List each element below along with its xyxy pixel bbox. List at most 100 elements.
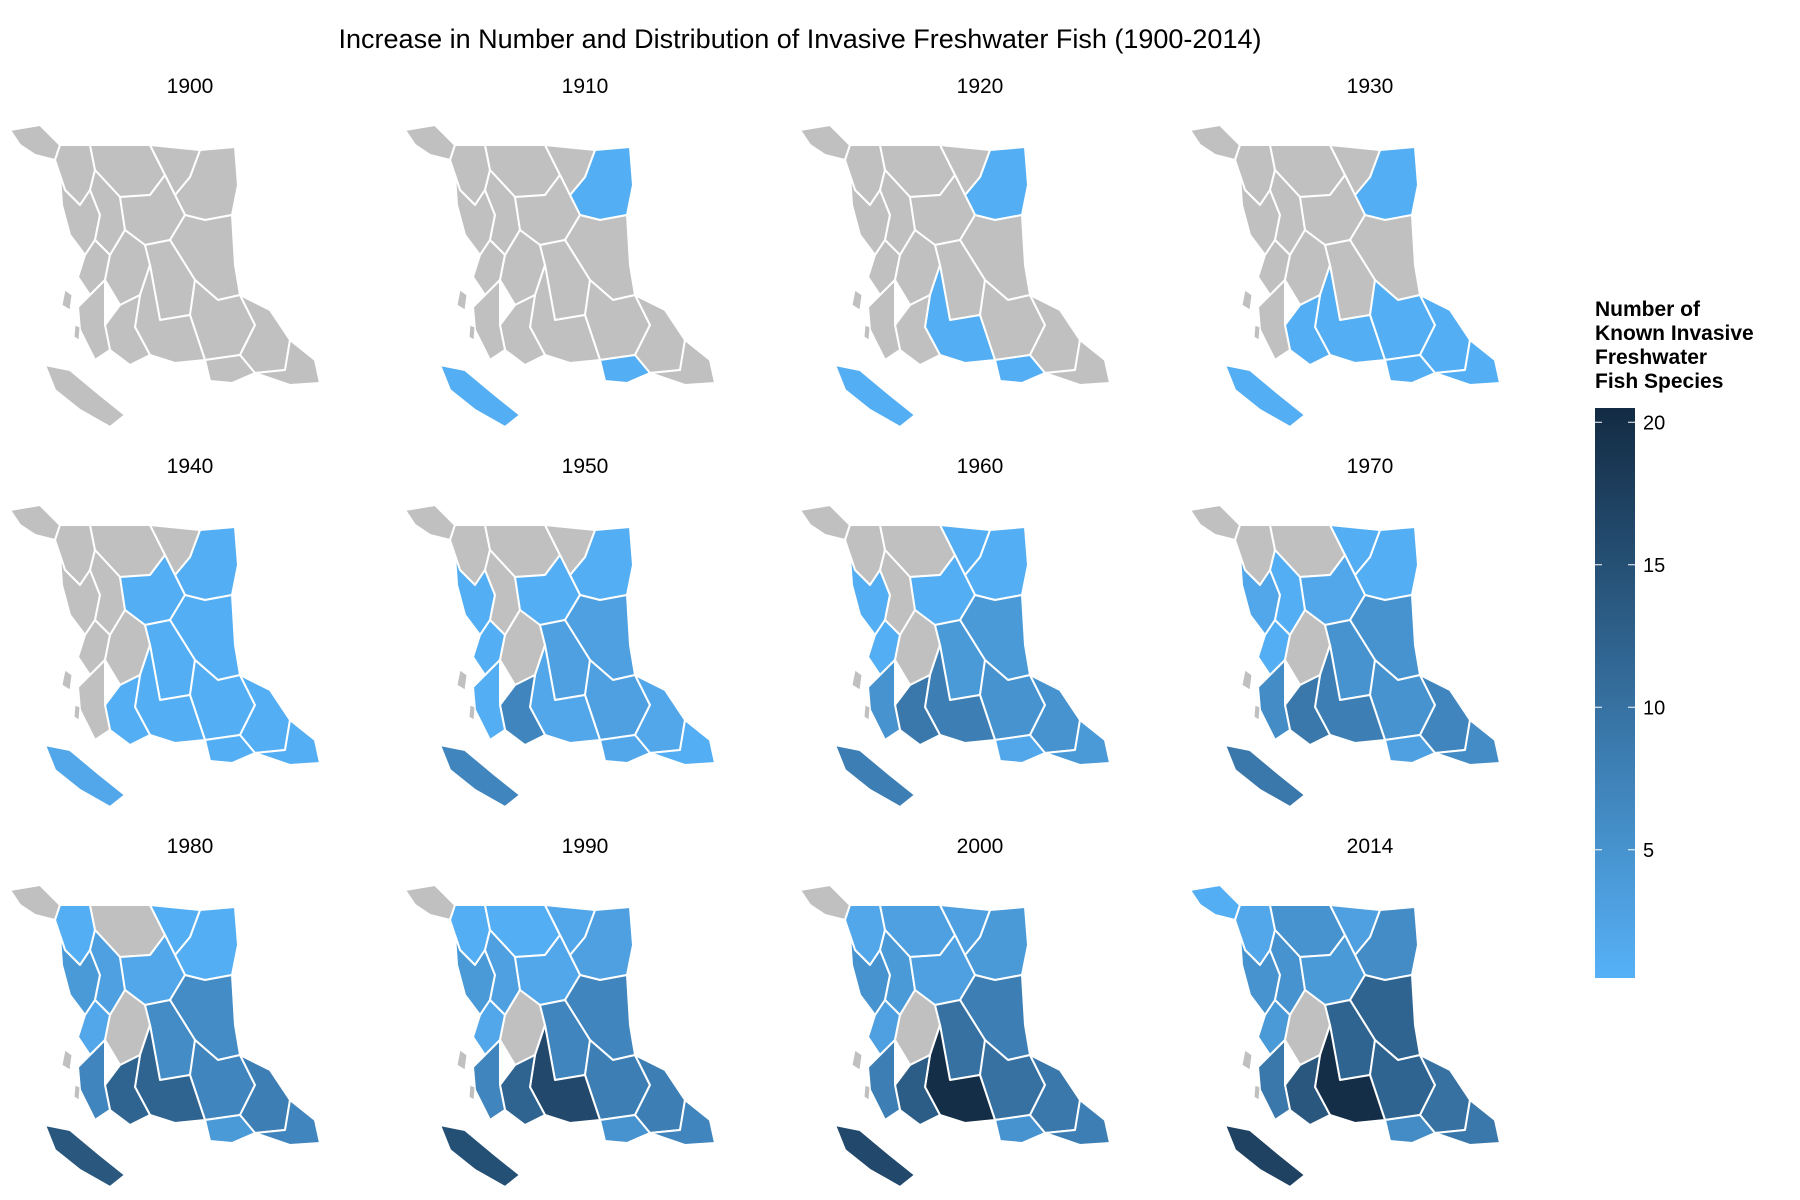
- province-map: [404, 884, 716, 1188]
- region-r18: [44, 744, 126, 808]
- province-map: [799, 884, 1111, 1188]
- region-r20: [649, 339, 716, 386]
- region-r19: [599, 1114, 651, 1144]
- region-r17: [472, 659, 506, 741]
- map-panel-1920: 1920: [790, 75, 1170, 435]
- map-panel-2014: 2014: [1180, 835, 1560, 1195]
- province-map: [9, 504, 321, 808]
- region-r18: [44, 364, 126, 428]
- province-map: [404, 504, 716, 808]
- isl-1: [61, 1049, 73, 1071]
- region-r19: [204, 734, 256, 764]
- map-panel-1960: 1960: [790, 455, 1170, 815]
- province-map: [799, 124, 1111, 428]
- panel-year-label: 2000: [956, 835, 1004, 858]
- isl-2: [863, 1084, 871, 1101]
- isl-1: [1241, 669, 1253, 691]
- region-r18: [439, 744, 521, 808]
- panel-year-label: 1990: [561, 835, 609, 858]
- isl-1: [851, 1049, 863, 1071]
- province-map: [799, 504, 1111, 808]
- panel-year-label: 1950: [561, 455, 609, 478]
- region-r18: [439, 1124, 521, 1188]
- isl-2: [468, 324, 476, 341]
- region-r18: [834, 744, 916, 808]
- legend-tick-label: 5: [1643, 840, 1654, 862]
- map-panel-1970: 1970: [1180, 455, 1560, 815]
- map-panel-2000: 2000: [790, 835, 1170, 1195]
- province-map: [9, 124, 321, 428]
- region-r20: [1434, 339, 1501, 386]
- map-panel-1950: 1950: [395, 455, 775, 815]
- region-r7: [544, 144, 596, 196]
- region-r1: [9, 504, 61, 541]
- region-r20: [1434, 1099, 1501, 1146]
- map-panel-1900: 1900: [0, 75, 380, 435]
- legend-title-line: Fish Species: [1595, 370, 1724, 393]
- region-r7: [149, 524, 201, 576]
- region-r17: [1257, 659, 1291, 741]
- map-panel-1940: 1940: [0, 455, 380, 815]
- isl-1: [61, 289, 73, 311]
- isl-1: [456, 669, 468, 691]
- region-r7: [544, 904, 596, 956]
- region-r1: [404, 504, 456, 541]
- panel-year-label: 1920: [956, 75, 1004, 98]
- region-r7: [1329, 144, 1381, 196]
- region-r17: [867, 1039, 901, 1121]
- legend-title-line: Number of: [1595, 298, 1700, 321]
- panel-year-label: 1900: [166, 75, 214, 98]
- isl-1: [1241, 289, 1253, 311]
- region-r1: [799, 504, 851, 541]
- isl-1: [851, 669, 863, 691]
- map-panel-1910: 1910: [395, 75, 775, 435]
- map-panel-1930: 1930: [1180, 75, 1560, 435]
- region-r18: [1224, 364, 1306, 428]
- colorbar-gradient: [1595, 408, 1635, 978]
- region-r7: [544, 524, 596, 576]
- legend-tick-label: 10: [1643, 697, 1665, 719]
- region-r7: [939, 904, 991, 956]
- region-r19: [204, 354, 256, 384]
- region-r18: [44, 1124, 126, 1188]
- province-map: [1189, 884, 1501, 1188]
- region-r17: [472, 1039, 506, 1121]
- region-r7: [1329, 904, 1381, 956]
- region-r19: [1384, 734, 1436, 764]
- region-r19: [994, 1114, 1046, 1144]
- panel-year-label: 1980: [166, 835, 214, 858]
- isl-1: [61, 669, 73, 691]
- region-r1: [9, 884, 61, 921]
- region-r17: [77, 659, 111, 741]
- region-r7: [149, 904, 201, 956]
- region-r19: [599, 734, 651, 764]
- legend-title: Number of Known Invasive Freshwater Fish…: [1595, 298, 1795, 394]
- region-r20: [649, 719, 716, 766]
- isl-1: [851, 289, 863, 311]
- region-r7: [939, 144, 991, 196]
- isl-2: [468, 1084, 476, 1101]
- region-r17: [77, 279, 111, 361]
- region-r20: [1044, 1099, 1111, 1146]
- region-r18: [1224, 1124, 1306, 1188]
- panel-year-label: 1940: [166, 455, 214, 478]
- region-r1: [9, 124, 61, 161]
- region-r19: [994, 734, 1046, 764]
- map-panel-1990: 1990: [395, 835, 775, 1195]
- province-map: [1189, 124, 1501, 428]
- province-map: [9, 884, 321, 1188]
- region-r17: [1257, 279, 1291, 361]
- region-r20: [254, 339, 321, 386]
- panel-year-label: 2014: [1346, 835, 1394, 858]
- isl-2: [73, 1084, 81, 1101]
- region-r19: [204, 1114, 256, 1144]
- region-r20: [1044, 339, 1111, 386]
- region-r7: [149, 144, 201, 196]
- panel-year-label: 1910: [561, 75, 609, 98]
- isl-2: [73, 324, 81, 341]
- region-r19: [599, 354, 651, 384]
- isl-2: [73, 704, 81, 721]
- legend-title-line: Freshwater: [1595, 346, 1708, 369]
- region-r1: [404, 884, 456, 921]
- region-r17: [77, 1039, 111, 1121]
